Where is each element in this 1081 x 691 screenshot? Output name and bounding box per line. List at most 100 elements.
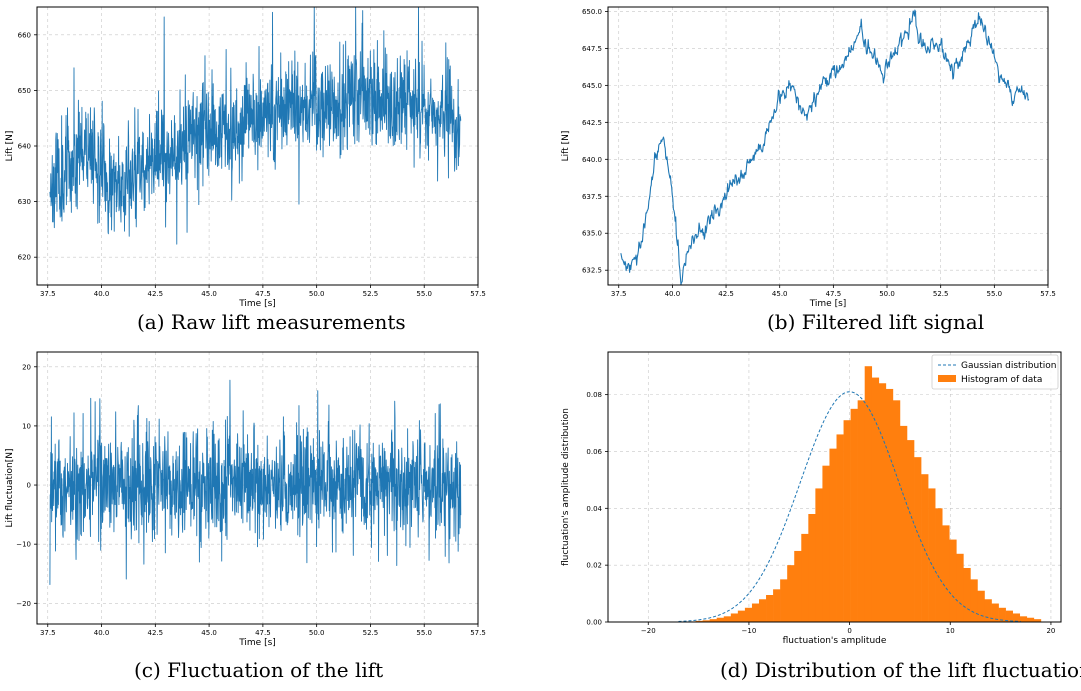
chart-raw-lift: 37.5 40.0 42.5 45.0 47.5 50.0 52.5 55.0 57.5 620 6… [0,0,540,345]
x-axis-label: Time [s] [238,638,276,648]
y-tick-label: −10 [16,541,31,549]
histogram-bar [730,613,739,622]
x-tick-label: 50.0 [879,290,895,298]
y-axis-label: Lift [N] [561,131,571,162]
histogram-bar [963,568,971,622]
x-axis-label: Time [s] [238,299,276,309]
y-tick-label: 637.5 [582,193,602,201]
y-axis-label: Lift fluctuation[N] [5,449,15,528]
x-tick-label: 57.5 [470,290,486,298]
legend-gaussian-label: Gaussian distribution [961,361,1056,371]
x-tick-label: 47.5 [255,290,271,298]
y-tick-label: 0.04 [586,505,602,513]
legend: Gaussian distribution Histogram of data [931,354,1059,390]
histogram-bar [921,474,929,622]
y-tick-label: 640.0 [582,156,602,164]
y-tick-label: 0.08 [586,391,602,399]
histogram-bar [864,366,873,622]
chart-filtered-lift-svg: 37.5 40.0 42.5 45.0 47.5 50.0 52.5 55.0 57.5 632.… [561,6,1056,309]
y-tick-label: 630 [18,198,31,206]
x-tick-label: 42.5 [148,290,164,298]
x-tick-label: 55.0 [416,629,432,637]
x-tick-label: 52.5 [363,629,379,637]
plot-area-b: 37.5 40.0 42.5 45.0 47.5 50.0 52.5 55.0 57.5 632.… [561,6,1056,309]
y-tick-label: 0.02 [586,562,602,570]
histogram-bar [1033,619,1042,622]
x-tick-label: 40.0 [94,629,110,637]
plot-area-d: −20 −10 0 10 20 0.00 0.02 0.04 0.06 0.08 fluctuati… [561,351,1062,646]
histogram-bar [991,603,999,622]
histogram-bar [970,579,978,622]
x-tick-label: 45.0 [772,290,788,298]
y-tick-label: 650.0 [582,8,602,16]
histogram-bar [836,434,844,622]
histogram-bar [871,377,880,622]
legend-histogram-label: Histogram of data [961,375,1042,385]
histogram-bar [794,550,802,622]
histogram-bar [977,590,985,622]
caption-d: (d) Distribution of the lift fluctuation [720,658,1081,682]
series-line-b [620,9,1030,286]
x-tick-label: 47.5 [826,290,842,298]
x-tick-label: 42.5 [148,629,164,637]
y-tick-label: 20 [22,363,31,371]
histogram-bar [702,620,710,622]
x-tick-label: 20 [1046,627,1055,635]
x-tick-label: 47.5 [255,629,271,637]
histogram-bar [850,408,858,622]
x-tick-label: 45.0 [201,290,217,298]
histogram-bar [906,440,915,622]
grid-b [608,7,1049,285]
histogram-bar [1012,613,1021,622]
plot-frame [607,351,1062,623]
caption-b: (b) Filtered lift signal [767,310,985,334]
histogram-bar [766,595,774,622]
histogram-bar [928,488,936,622]
histogram-bar [878,383,887,622]
histogram-bar [935,508,943,622]
histogram-bar [1026,617,1035,622]
x-tick-label: 40.0 [94,290,110,298]
plot-frame [36,351,479,625]
x-tick-label: 40.0 [665,290,681,298]
histogram-bar [751,603,760,622]
y-tick-label: 650 [18,87,31,95]
x-tick-label: −20 [641,627,656,635]
y-tick-label: 0.00 [586,619,602,627]
histogram-bar [787,565,795,622]
chart-lift-fluctuation-svg: 37.5 40.0 42.5 45.0 47.5 50.0 52.5 55.0 57.5 −20 −… [5,351,486,648]
y-tick-label: 0.06 [586,448,602,456]
histogram-bar [822,465,830,622]
y-tick-label: 642.5 [582,119,602,127]
chart-filtered-lift: 37.5 40.0 42.5 45.0 47.5 50.0 52.5 55.0 57.5 632.… [540,0,1081,345]
y-axis-label: Lift [N] [5,131,15,162]
histogram-bar [695,620,703,622]
plot-frame [36,6,479,286]
histogram-bar [808,514,816,622]
histogram-bar [773,589,781,622]
histogram-bar [709,619,718,622]
chart-fluctuation-distribution-svg: −20 −10 0 10 20 0.00 0.02 0.04 0.06 0.08 fluctuati… [561,351,1062,646]
y-axis-label: fluctuation's amplitude distribution [561,408,571,566]
histogram-bar [885,388,894,622]
histogram-bar [801,533,809,622]
x-tick-label: 42.5 [718,290,734,298]
plot-area-c: 37.5 40.0 42.5 45.0 47.5 50.0 52.5 55.0 57.5 −20 −… [5,351,486,648]
series-line-c [49,379,462,585]
legend-histogram-swatch [938,375,956,382]
legend-box [931,354,1059,390]
histogram-bar [956,553,964,622]
chart-fluctuation-distribution: −20 −10 0 10 20 0.00 0.02 0.04 0.06 0.08 fluctuati… [540,345,1081,691]
plot-area-a: 37.5 40.0 42.5 45.0 47.5 50.0 52.5 55.0 57.5 620 6… [5,6,486,309]
histogram-bar [723,616,732,622]
x-tick-label: 10 [946,627,955,635]
x-tick-label: 45.0 [201,629,217,637]
x-tick-label: 50.0 [309,290,325,298]
x-tick-label: 37.5 [40,629,56,637]
histogram-bar [857,400,865,622]
y-tick-label: 647.5 [582,45,602,53]
histogram-bar [815,488,823,622]
x-tick-label: 52.5 [933,290,949,298]
x-tick-label: 57.5 [1040,290,1056,298]
gaussian-curve [678,391,1021,622]
